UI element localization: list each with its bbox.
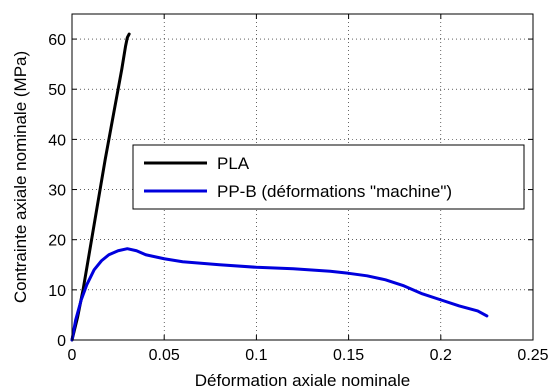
y-tick-label: 0	[57, 333, 66, 350]
plot-frame	[71, 13, 534, 341]
legend-label-pp-b: PP-B (déformations "machine")	[217, 182, 452, 201]
y-tick-label: 40	[48, 132, 66, 149]
y-axis-label: Contrainte axiale nominale (MPa)	[11, 51, 30, 303]
y-tick-label: 50	[48, 82, 66, 99]
series-layer	[70, 32, 489, 342]
series-line-0	[70, 32, 131, 342]
x-tick-label: 0.25	[517, 347, 548, 364]
legend: PLA PP-B (déformations "machine")	[132, 144, 525, 210]
y-tick-label: 30	[48, 183, 66, 200]
y-tick-label: 10	[48, 283, 66, 300]
x-tick-label: 0.2	[430, 347, 452, 364]
x-tick-label: 0.1	[245, 347, 267, 364]
x-tick-label: 0	[68, 347, 77, 364]
y-tick-label: 60	[48, 32, 66, 49]
x-tick-label: 0.05	[149, 347, 180, 364]
ticks: 0 0.05 0.1 0.15 0.2 0.25 0 10 20 30 40 50 60	[48, 14, 549, 364]
legend-label-pla: PLA	[217, 154, 250, 173]
x-axis-label: Déformation axiale nominale	[195, 371, 410, 390]
series-line-1	[70, 247, 489, 342]
x-tick-label: 0.15	[333, 347, 364, 364]
legend-box	[132, 144, 525, 210]
y-tick-label: 20	[48, 233, 66, 250]
